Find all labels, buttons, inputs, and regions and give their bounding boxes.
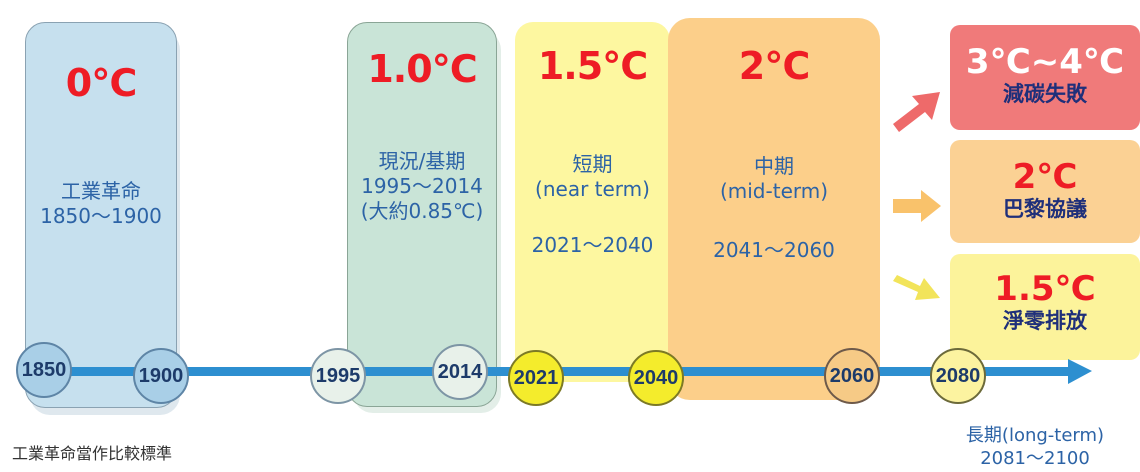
outcome-netzero-label: 淨零排放 — [1003, 309, 1087, 333]
outcome-paris-label: 巴黎協議 — [1003, 197, 1087, 221]
industrial-temp: 0℃ — [65, 61, 137, 105]
near-term-period-panel: 1.5℃ 短期 (near term) 2021～2040 — [515, 22, 670, 382]
year-1995: 1995 — [310, 348, 366, 404]
arrow-down-icon — [893, 275, 940, 300]
year-2021: 2021 — [508, 350, 564, 406]
baseline-temp: 1.0℃ — [367, 47, 477, 91]
year-2080: 2080 — [930, 348, 986, 404]
arrow-up-icon — [893, 92, 940, 132]
outcome-netzero-temp: 1.5℃ — [994, 269, 1096, 309]
outcome-paris-temp: 2℃ — [1012, 157, 1078, 197]
baseline-desc: 現況/基期 1995～2014 (大約0.85℃) — [360, 149, 484, 223]
year-1850: 1850 — [16, 342, 72, 398]
year-2040: 2040 — [628, 350, 684, 406]
near-term-temp: 1.5℃ — [537, 44, 648, 88]
mid-term-period-panel: 2℃ 中期 (mid-term) 2041～2060 — [668, 18, 880, 400]
baseline-caption: 工業革命當作比較標準 — [12, 444, 173, 463]
year-1900: 1900 — [133, 348, 189, 404]
year-2014: 2014 — [432, 344, 488, 400]
outcome-fail-label: 減碳失敗 — [1003, 82, 1087, 106]
outcome-fail-box: 3℃~4℃ 減碳失敗 — [950, 25, 1140, 130]
near-term-desc: 短期 (near term) — [535, 152, 650, 201]
outcome-paris-box: 2℃ 巴黎協議 — [950, 140, 1140, 243]
outcome-netzero-box: 1.5℃ 淨零排放 — [950, 254, 1140, 360]
arrow-right-icon — [893, 190, 941, 222]
mid-term-range: 2041～2060 — [713, 238, 835, 262]
near-term-range: 2021～2040 — [531, 233, 654, 257]
industrial-desc: 工業革命 1850～1900 — [40, 179, 162, 228]
outcome-fail-temp: 3℃~4℃ — [965, 42, 1125, 82]
baseline-period-panel: 1.0℃ 現況/基期 1995～2014 (大約0.85℃) — [347, 22, 497, 407]
year-2060: 2060 — [824, 348, 880, 404]
mid-term-temp: 2℃ — [738, 44, 810, 88]
mid-term-desc: 中期 (mid-term) — [719, 154, 829, 203]
long-term-label: 長期(long-term) 2081～2100 — [965, 425, 1105, 469]
timeline-arrow-icon — [1068, 359, 1092, 384]
